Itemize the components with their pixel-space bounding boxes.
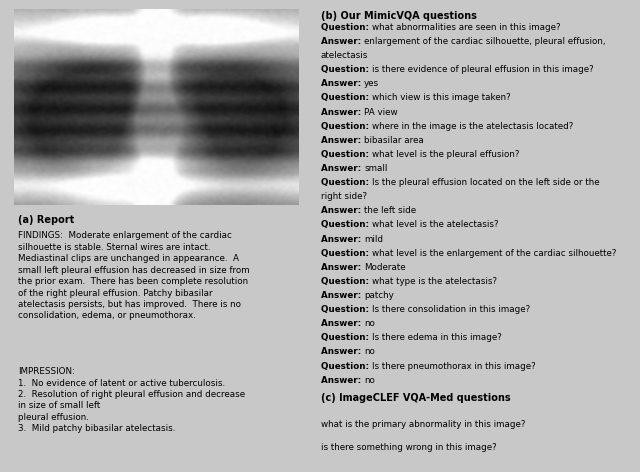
Text: Question:: Question:: [321, 150, 372, 159]
Text: Is there pneumothorax in this image?: Is there pneumothorax in this image?: [372, 362, 536, 371]
Text: what type is the atelectasis?: what type is the atelectasis?: [372, 277, 497, 286]
Text: Question:: Question:: [321, 65, 372, 74]
Text: Question:: Question:: [321, 122, 372, 131]
Text: Question:: Question:: [321, 220, 372, 229]
Text: enlargement of the cardiac silhouette, pleural effusion,: enlargement of the cardiac silhouette, p…: [364, 37, 605, 46]
Text: what level is the pleural effusion?: what level is the pleural effusion?: [372, 150, 520, 159]
Text: no: no: [364, 319, 375, 328]
Text: Answer:: Answer:: [321, 263, 364, 272]
Text: Answer:: Answer:: [321, 235, 364, 244]
Text: Answer:: Answer:: [321, 37, 364, 46]
Text: Answer:: Answer:: [321, 79, 364, 88]
Text: Question:: Question:: [321, 362, 372, 371]
Text: Answer:: Answer:: [321, 206, 364, 215]
Text: Answer:: Answer:: [321, 347, 364, 356]
Text: is there evidence of pleural effusion in this image?: is there evidence of pleural effusion in…: [372, 65, 594, 74]
Text: FINDINGS:  Moderate enlargement of the cardiac
silhouette is stable. Sternal wir: FINDINGS: Moderate enlargement of the ca…: [18, 231, 250, 320]
Text: no: no: [364, 376, 375, 385]
Text: bibasilar area: bibasilar area: [364, 136, 424, 145]
Text: (b) Our MimicVQA questions: (b) Our MimicVQA questions: [321, 11, 477, 21]
Text: Question:: Question:: [321, 249, 372, 258]
Text: no: no: [364, 347, 375, 356]
Text: (c) ImageCLEF VQA-Med questions: (c) ImageCLEF VQA-Med questions: [321, 393, 511, 403]
Text: Answer:: Answer:: [321, 376, 364, 385]
Text: Question:: Question:: [321, 178, 372, 187]
Text: what level is the atelectasis?: what level is the atelectasis?: [372, 220, 499, 229]
Text: Question:: Question:: [321, 277, 372, 286]
Text: PA view: PA view: [364, 108, 397, 117]
Text: mild: mild: [364, 235, 383, 244]
Text: is there something wrong in this image?: is there something wrong in this image?: [321, 443, 497, 452]
Text: where in the image is the atelectasis located?: where in the image is the atelectasis lo…: [372, 122, 573, 131]
Text: Question:: Question:: [321, 333, 372, 342]
Text: (a) Report: (a) Report: [18, 215, 74, 225]
Text: Answer:: Answer:: [321, 291, 364, 300]
Text: small: small: [364, 164, 387, 173]
Text: Moderate: Moderate: [364, 263, 406, 272]
Text: IMPRESSION:
1.  No evidence of latent or active tuberculosis.
2.  Resolution of : IMPRESSION: 1. No evidence of latent or …: [18, 367, 245, 433]
Text: what is the primary abnormality in this image?: what is the primary abnormality in this …: [321, 420, 525, 429]
Text: what level is the enlargement of the cardiac silhouette?: what level is the enlargement of the car…: [372, 249, 616, 258]
Text: Is the pleural effusion located on the left side or the: Is the pleural effusion located on the l…: [372, 178, 600, 187]
Text: Is there edema in this image?: Is there edema in this image?: [372, 333, 502, 342]
Text: Question:: Question:: [321, 23, 372, 32]
Text: Answer:: Answer:: [321, 319, 364, 328]
Text: the left side: the left side: [364, 206, 416, 215]
Text: Question:: Question:: [321, 93, 372, 102]
Text: Answer:: Answer:: [321, 136, 364, 145]
Text: right side?: right side?: [321, 192, 367, 201]
Text: Is there consolidation in this image?: Is there consolidation in this image?: [372, 305, 530, 314]
Text: atelectasis: atelectasis: [321, 51, 368, 60]
Text: Answer:: Answer:: [321, 108, 364, 117]
Text: Question:: Question:: [321, 305, 372, 314]
Text: which view is this image taken?: which view is this image taken?: [372, 93, 511, 102]
Text: what abnormalities are seen in this image?: what abnormalities are seen in this imag…: [372, 23, 561, 32]
Text: Answer:: Answer:: [321, 164, 364, 173]
Text: yes: yes: [364, 79, 380, 88]
Text: patchy: patchy: [364, 291, 394, 300]
